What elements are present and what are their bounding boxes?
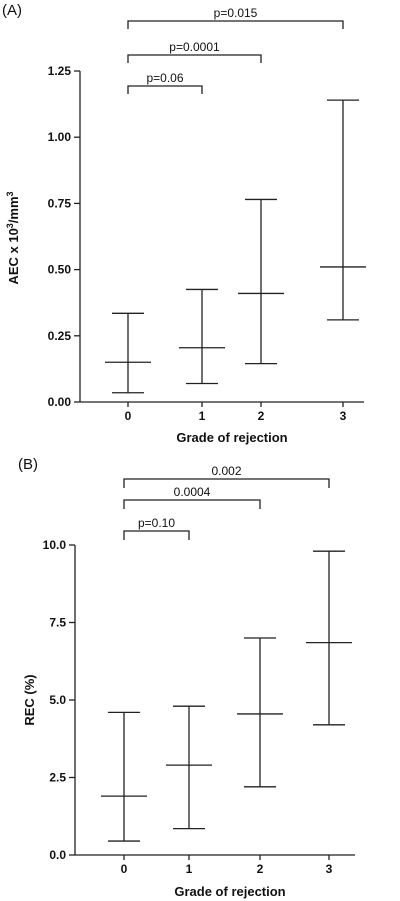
panel-a-y-tick-label: 1.00 (48, 130, 72, 144)
panel-a-p-value-0-3: p=0.015 (214, 6, 258, 20)
panel-a-bracket-0-2 (127, 54, 262, 63)
panel-b-bracket-0-2 (123, 499, 261, 509)
panel-a-p-value-0-2: p=0.0001 (169, 40, 220, 54)
panel-b-bracket-0-3 (123, 478, 330, 488)
panel-a-y-tick-label: 1.25 (48, 64, 72, 78)
panel-a-x-tick-label: 1 (199, 409, 206, 423)
panel-b-y-tick-label: 10.0 (43, 538, 67, 552)
panel-b-y-tick-label: 5.0 (49, 693, 66, 707)
panel-a-y-axis-title: AEC x 103/mm3 (5, 191, 21, 284)
panel-a-bracket-0-1 (127, 85, 203, 94)
panel-a-x-axis-title: Grade of rejection (176, 430, 287, 445)
panel-a-label: (A) (2, 2, 22, 19)
panel-b: (B) REC (%) Grade of rejection 0.0 2.5 5.0… (18, 456, 355, 899)
panel-b-label: (B) (18, 456, 38, 473)
panel-a-x-tick-label: 0 (125, 409, 132, 423)
panel-b-x-axis-title: Grade of rejection (174, 884, 285, 899)
panel-b-x-tick-label: 3 (326, 862, 333, 876)
panel-b-x-tick-label: 1 (186, 862, 193, 876)
panel-b-p-value-0-2: 0.0004 (174, 485, 211, 499)
panel-b-x-tick-label: 0 (121, 862, 128, 876)
panel-a: (A) AEC x 103/mm3 Grade of rejection 0.0… (2, 2, 366, 445)
panel-b-y-tick-label: 0.0 (49, 848, 66, 862)
panel-a-y-tick-label: 0.50 (48, 263, 72, 277)
panel-b-y-tick-label: 2.5 (49, 771, 66, 785)
panel-b-p-value-0-3: 0.002 (211, 464, 241, 478)
panel-a-y-tick-label: 0.25 (48, 329, 72, 343)
panel-a-bracket-0-3 (127, 20, 344, 29)
panel-b-x-tick-label: 2 (257, 862, 264, 876)
panel-a-y-tick-label: 0.75 (48, 196, 72, 210)
panel-b-y-tick-label: 7.5 (49, 616, 66, 630)
panel-a-y-tick-label: 0.00 (48, 395, 72, 409)
panel-a-x-tick-label: 3 (340, 409, 347, 423)
panel-b-p-value-0-1: p=0.10 (138, 516, 175, 530)
panel-b-bracket-0-1 (123, 530, 190, 540)
panel-a-x-tick-label: 2 (258, 409, 265, 423)
panel-b-y-axis-title: REC (%) (22, 674, 37, 725)
panel-a-p-value-0-1: p=0.06 (146, 71, 183, 85)
